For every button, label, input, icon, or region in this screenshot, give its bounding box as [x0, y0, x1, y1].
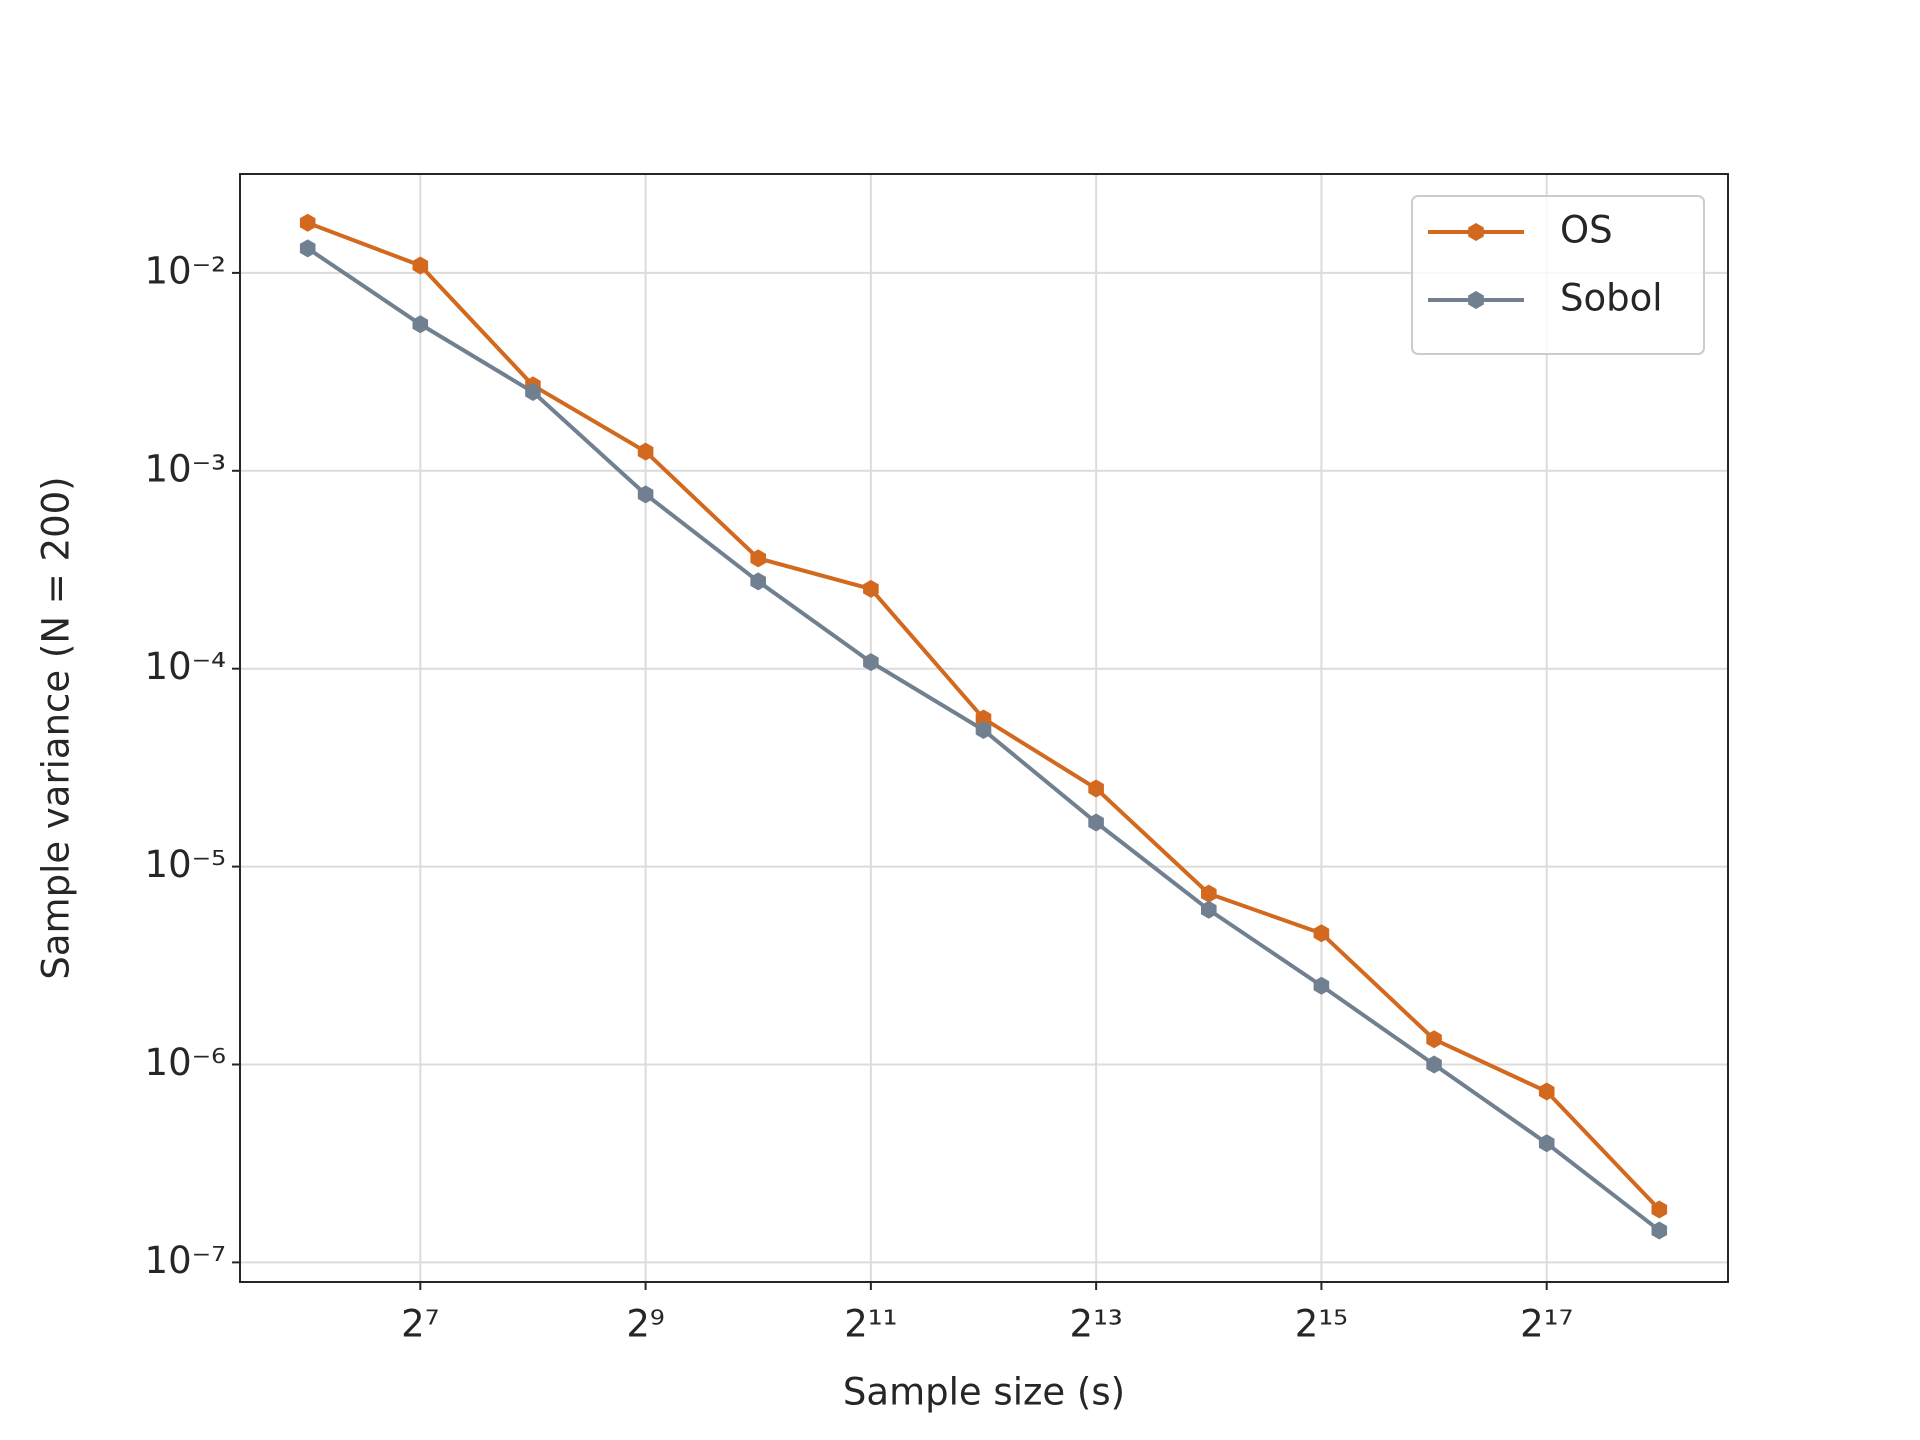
point-marker: [1538, 1134, 1555, 1153]
y-axis-label: Sample variance (N = 200): [35, 476, 78, 979]
point-marker: [975, 709, 992, 728]
y-tick-label: 10⁻⁵: [145, 843, 226, 886]
x-tick-label: 2¹¹: [844, 1303, 897, 1346]
point-marker: [1313, 924, 1330, 943]
x-tick-label: 2⁹: [626, 1303, 664, 1346]
y-tick-label: 10⁻³: [145, 447, 226, 490]
point-marker: [1538, 1082, 1555, 1101]
legend-marker: [1468, 223, 1484, 241]
y-tick-label: 10⁻⁷: [145, 1239, 226, 1282]
point-marker: [299, 239, 316, 258]
plot-frame: [239, 173, 1729, 1283]
point-marker: [412, 315, 429, 334]
point-marker: [299, 213, 316, 232]
y-tick-label: 10⁻⁴: [145, 645, 226, 688]
point-marker: [1426, 1030, 1442, 1049]
legend-label: Sobol: [1560, 277, 1663, 320]
point-marker: [1313, 976, 1330, 995]
y-tick-label: 10⁻⁶: [145, 1041, 226, 1084]
point-marker: [637, 442, 654, 461]
point-marker: [525, 383, 541, 401]
x-tick-label: 2¹⁷: [1520, 1303, 1573, 1346]
point-marker: [863, 579, 879, 598]
point-marker: [1651, 1200, 1668, 1219]
point-marker: [750, 572, 766, 591]
point-marker: [975, 721, 992, 739]
x-tick-label: 2⁷: [401, 1303, 439, 1346]
point-marker: [1201, 900, 1217, 919]
x-tick-label: 2¹³: [1070, 1303, 1123, 1346]
point-marker: [412, 256, 429, 275]
point-marker: [750, 549, 766, 568]
grid: [240, 174, 1728, 1282]
x-tick-label: 2¹⁵: [1295, 1303, 1348, 1346]
series-line: [306, 246, 1661, 1233]
point-marker: [1651, 1221, 1668, 1240]
legend-box: [1411, 195, 1705, 355]
y-tick-label: 10⁻²: [145, 249, 226, 292]
point-marker: [1426, 1055, 1442, 1074]
point-marker: [1201, 884, 1217, 903]
point-marker: [637, 485, 654, 504]
point-marker: [1088, 813, 1104, 832]
point-marker: [1088, 779, 1104, 798]
legend-label: OS: [1560, 209, 1613, 252]
x-axis-label: Sample size (s): [843, 1371, 1125, 1414]
point-marker: [863, 653, 879, 672]
legend-marker: [1468, 291, 1484, 309]
